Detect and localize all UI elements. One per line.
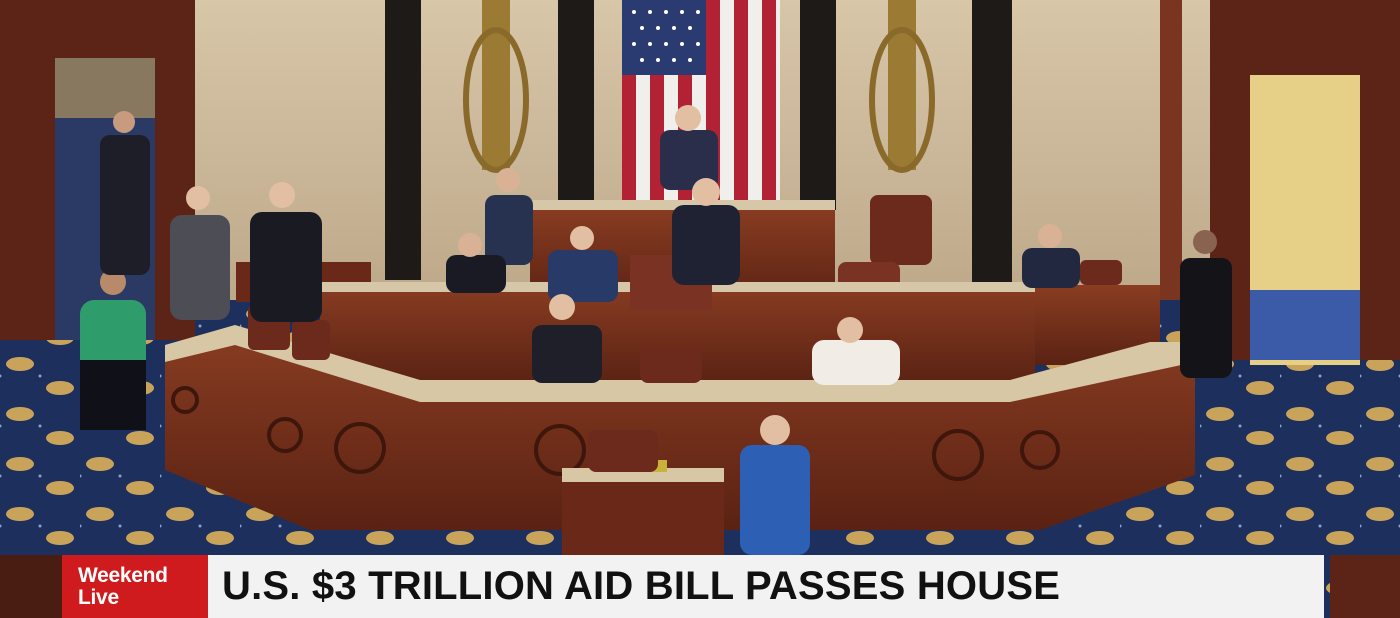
person (170, 186, 230, 320)
chair (588, 430, 658, 472)
person (1022, 224, 1080, 288)
lower-dais (165, 325, 1195, 530)
person (740, 415, 810, 555)
show-badge: Weekend Live (62, 555, 208, 618)
person (660, 105, 718, 190)
chair (1080, 260, 1122, 285)
show-name-line2: Live (78, 585, 119, 609)
headline-text: U.S. $3 TRILLION AID BILL PASSES HOUSE (222, 564, 1061, 608)
chair (870, 195, 932, 265)
person (446, 233, 506, 293)
chair (292, 320, 330, 360)
person (80, 269, 146, 430)
column (558, 0, 594, 210)
fasces-icon (869, 0, 935, 173)
person (812, 317, 900, 385)
person (1180, 230, 1232, 378)
person (672, 178, 740, 285)
fasces-icon (463, 0, 529, 173)
person (548, 226, 618, 302)
person (100, 111, 150, 275)
person (532, 294, 602, 383)
person (250, 182, 322, 322)
news-lower-third: Weekend Live U.S. $3 TRILLION AID BILL P… (62, 555, 1324, 618)
column (385, 0, 421, 280)
person (485, 168, 533, 265)
column (972, 0, 1012, 290)
column (800, 0, 836, 210)
chair (640, 348, 702, 383)
headline-bar: U.S. $3 TRILLION AID BILL PASSES HOUSE (208, 555, 1324, 618)
show-name-line1: Weekend (78, 563, 168, 587)
lectern (562, 470, 724, 555)
